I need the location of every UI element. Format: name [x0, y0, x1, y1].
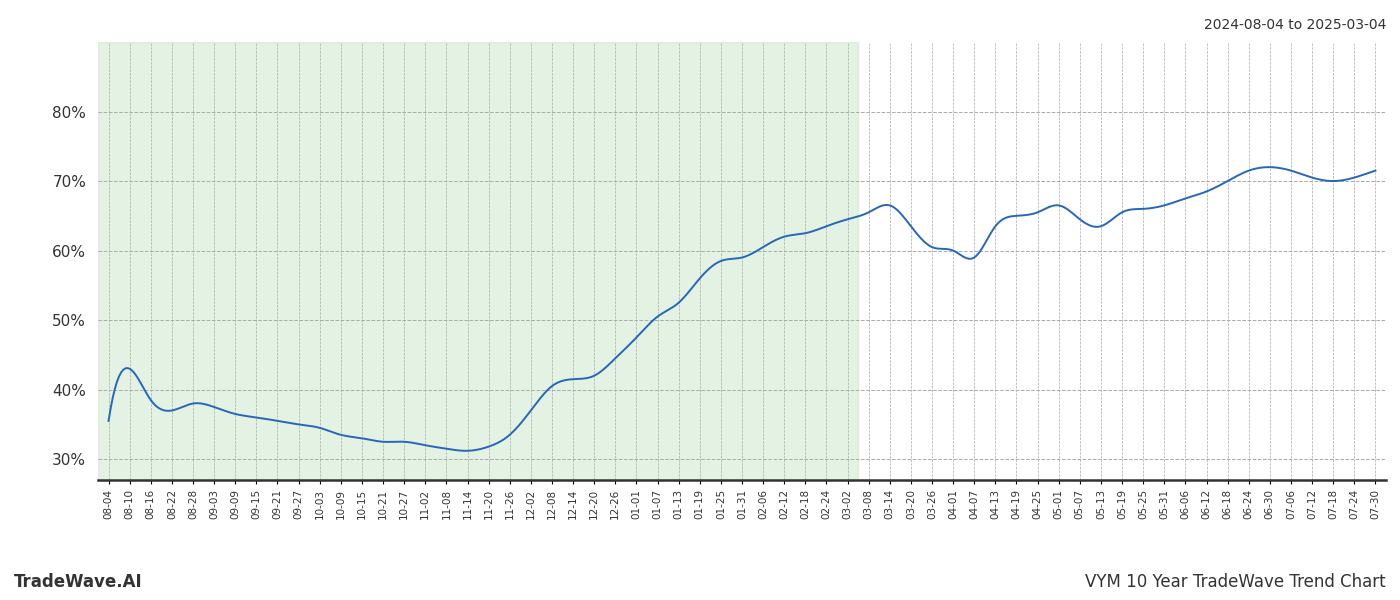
Text: 2024-08-04 to 2025-03-04: 2024-08-04 to 2025-03-04: [1204, 18, 1386, 32]
Text: VYM 10 Year TradeWave Trend Chart: VYM 10 Year TradeWave Trend Chart: [1085, 573, 1386, 591]
Bar: [98, 42, 858, 480]
Text: TradeWave.AI: TradeWave.AI: [14, 573, 143, 591]
